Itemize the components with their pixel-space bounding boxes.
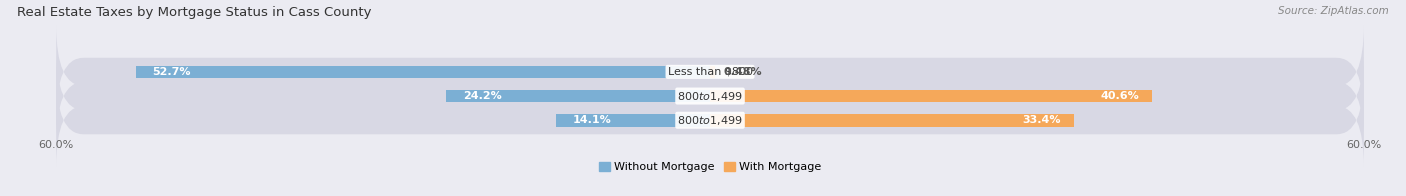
Text: 52.7%: 52.7% [152, 67, 191, 77]
Text: 33.4%: 33.4% [1022, 115, 1062, 125]
Text: 40.6%: 40.6% [1101, 91, 1139, 101]
Bar [136, 65, 710, 78]
Bar [710, 90, 1153, 102]
Text: 24.2%: 24.2% [463, 91, 502, 101]
FancyBboxPatch shape [56, 25, 1364, 118]
Text: Real Estate Taxes by Mortgage Status in Cass County: Real Estate Taxes by Mortgage Status in … [17, 6, 371, 19]
Text: 14.1%: 14.1% [572, 115, 612, 125]
Text: Source: ZipAtlas.com: Source: ZipAtlas.com [1278, 6, 1389, 16]
Bar [557, 114, 710, 127]
FancyBboxPatch shape [56, 74, 1364, 167]
Text: Less than $800: Less than $800 [668, 67, 752, 77]
Bar [446, 90, 710, 102]
Legend: Without Mortgage, With Mortgage: Without Mortgage, With Mortgage [595, 158, 825, 177]
Bar [710, 65, 716, 78]
Bar [710, 114, 1074, 127]
Text: $800 to $1,499: $800 to $1,499 [678, 114, 742, 127]
Text: $800 to $1,499: $800 to $1,499 [678, 90, 742, 103]
FancyBboxPatch shape [56, 50, 1364, 142]
Text: 0.48%: 0.48% [724, 67, 762, 77]
